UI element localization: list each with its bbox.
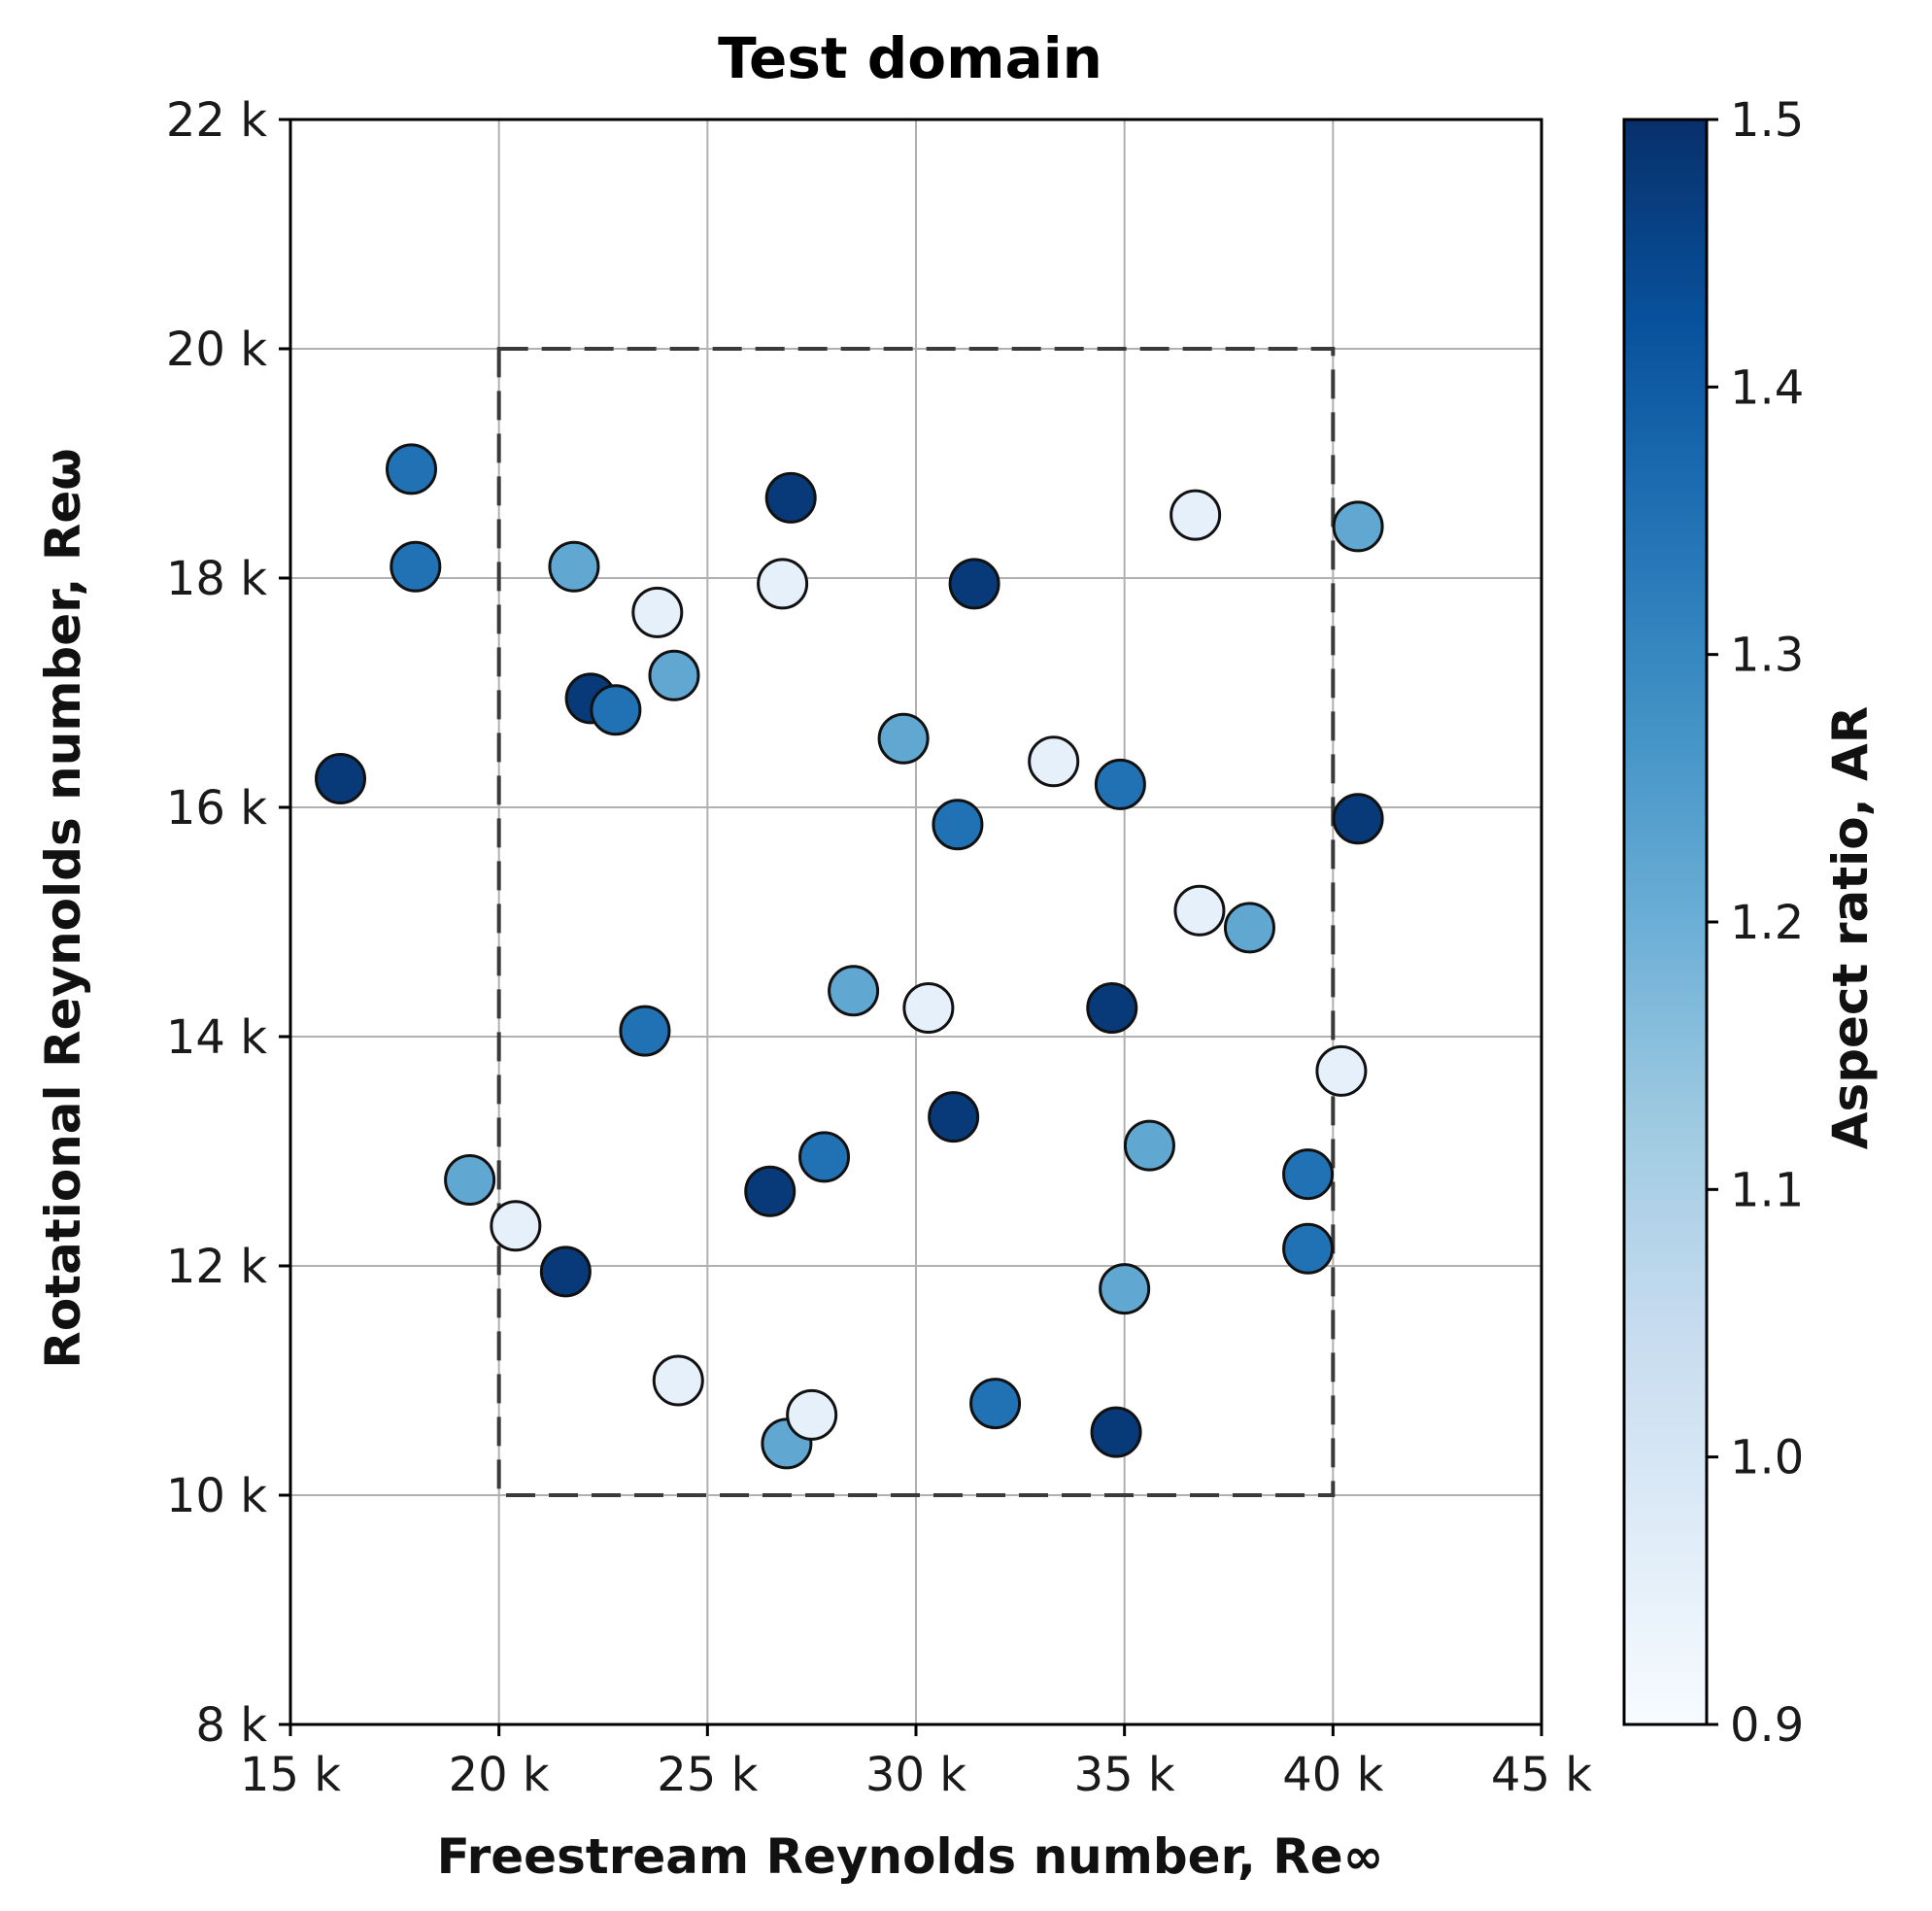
data-point [490,1200,542,1252]
test-domain-box [496,347,1336,1497]
data-point [1332,500,1384,553]
data-point [1094,758,1146,810]
data-point [764,471,817,524]
y-tick-label: 8 k [195,1698,267,1753]
data-point [1332,793,1384,845]
data-point [444,1154,496,1206]
data-point [877,712,930,765]
colorbar-tick-label: 1.2 [1730,896,1804,950]
data-point [798,1131,851,1183]
data-point [828,965,880,1017]
y-tick-label: 16 k [166,781,267,836]
x-axis-label: Freestream Reynolds number, Re∞ [437,1828,1384,1885]
data-point [1282,1222,1335,1275]
y-tick-label: 20 k [166,323,267,377]
colorbar-axis: 0.9 1.0 1.1 1.2 1.3 1.4 1.5 [1707,93,1804,1753]
y-tick-label: 10 k [166,1469,267,1523]
data-point [969,1378,1022,1430]
data-point [757,558,809,610]
data-point [1282,1148,1335,1201]
data-point [786,1388,838,1441]
y-tick-label: 18 k [166,552,267,606]
colorbar-tick-label: 1.4 [1730,360,1804,415]
y-axis: 8 k 10 k 12 k 14 k 16 k 18 k 20 k 22 k [166,93,290,1753]
data-point [1173,884,1226,937]
data-point [390,540,442,593]
colorbar-label: Aspect ratio, AR [1822,706,1879,1150]
grid-lines [289,119,1542,1725]
x-tick-label: 20 k [449,1748,550,1802]
x-axis: 15 k 20 k 25 k 30 k 35 k 40 k 45 k [240,1724,1592,1802]
x-tick-label: 30 k [865,1748,966,1802]
colorbar-tick-label: 1.0 [1730,1431,1804,1485]
data-point [1123,1119,1175,1172]
data-point [631,586,684,638]
data-point [648,649,700,701]
data-point [548,540,600,593]
colorbar-tick-label: 0.9 [1730,1698,1804,1753]
y-tick-label: 22 k [166,93,267,148]
data-point [590,684,642,736]
data-point [932,799,984,851]
x-tick-label: 45 k [1491,1748,1592,1802]
x-tick-label: 35 k [1074,1748,1175,1802]
data-point [1090,1406,1142,1458]
data-point [902,982,955,1034]
colorbar-tick-label: 1.1 [1730,1163,1804,1217]
colorbar-tick-label: 1.5 [1730,93,1804,148]
data-point [1315,1044,1368,1097]
data-point [1223,902,1275,954]
y-tick-label: 14 k [166,1010,267,1065]
x-tick-label: 15 k [240,1748,341,1802]
x-tick-label: 40 k [1282,1748,1383,1802]
data-point [744,1165,797,1217]
data-point [652,1354,704,1407]
colorbar [1622,118,1709,1726]
data-point [315,753,367,804]
data-point [619,1005,671,1057]
data-point [386,443,438,495]
chart-title: Test domain [718,25,1102,91]
data-point [948,558,1000,610]
x-tick-label: 25 k [657,1748,758,1802]
data-point [1169,489,1222,541]
y-axis-label: Rotational Reynolds number, Reω [35,448,91,1368]
colorbar-tick-label: 1.3 [1730,629,1804,683]
data-point [1099,1263,1151,1315]
data-point [539,1246,592,1298]
y-tick-label: 12 k [166,1240,267,1294]
data-points [315,443,1384,1470]
data-point [1028,735,1080,788]
data-point [1086,982,1138,1034]
data-point [928,1091,980,1143]
